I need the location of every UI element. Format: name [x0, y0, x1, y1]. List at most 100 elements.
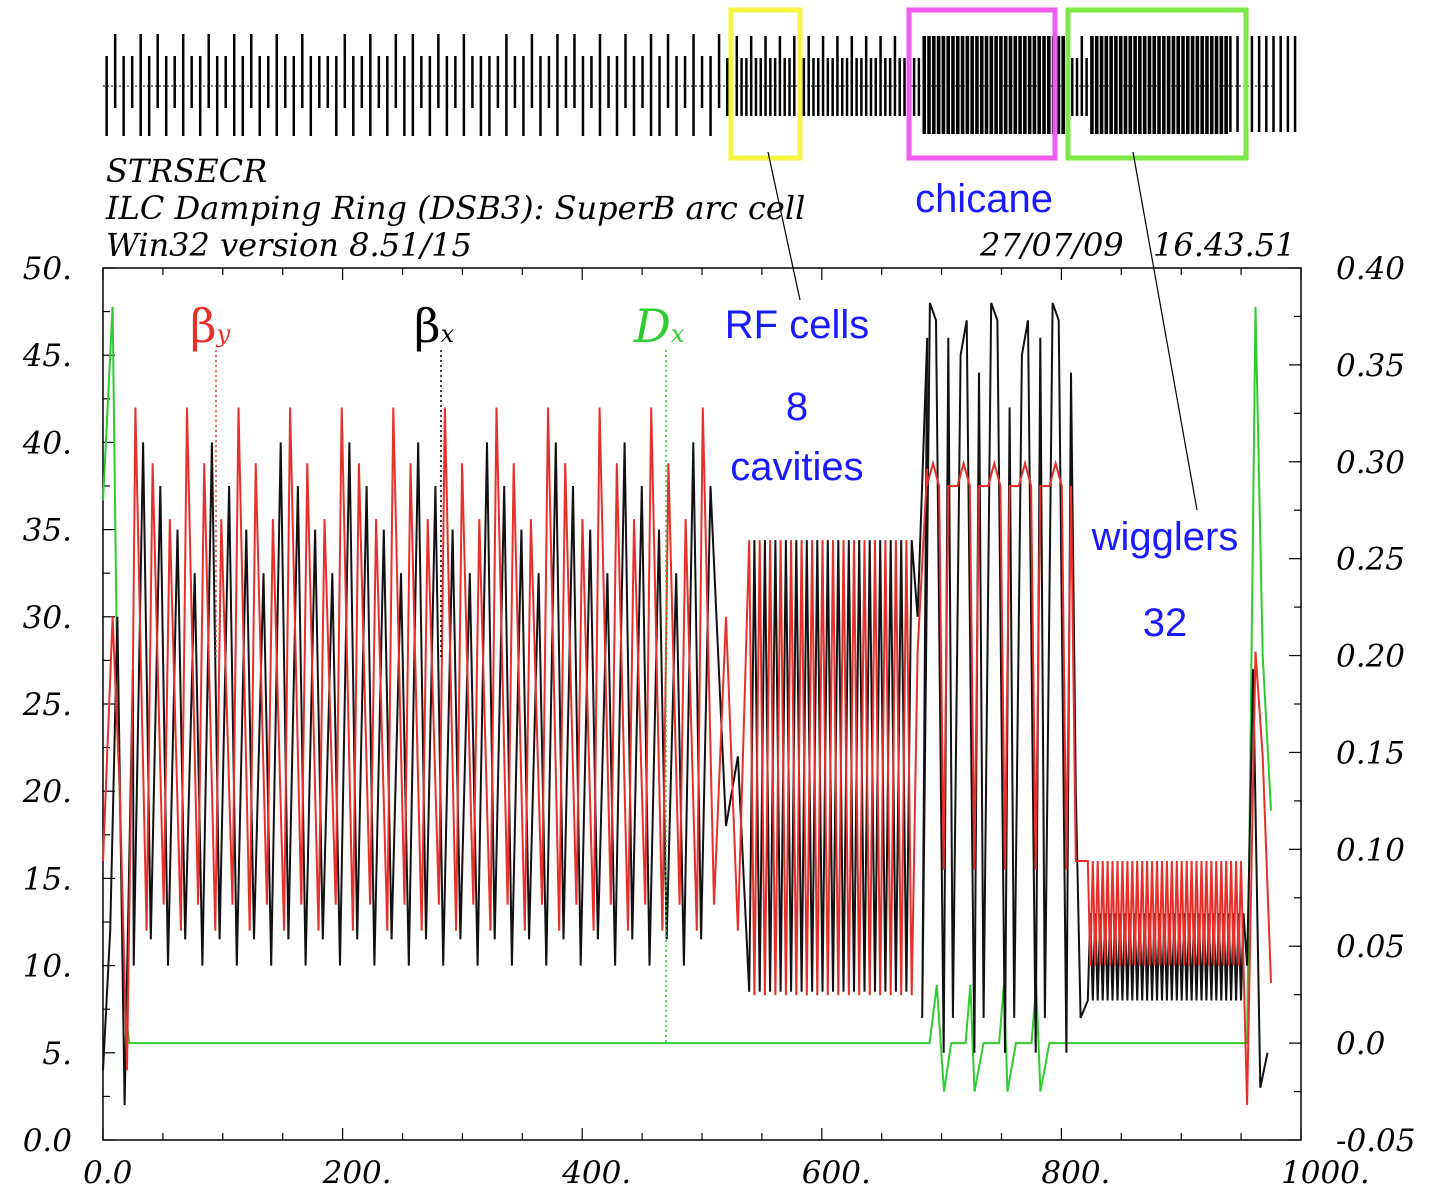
lattice-element — [471, 56, 474, 108]
lattice-element — [556, 34, 559, 136]
lattice-element — [903, 58, 906, 116]
lattice-element — [845, 58, 849, 116]
lattice-element — [826, 58, 830, 116]
lattice-element — [318, 56, 321, 108]
rf-cells-label: RF cells — [725, 303, 869, 347]
lattice-element — [725, 58, 729, 116]
lattice-element — [105, 56, 108, 136]
lattice-element — [522, 56, 525, 136]
lattice-element — [1219, 36, 1224, 134]
lattice-element — [369, 34, 372, 136]
lattice-element — [754, 58, 758, 116]
lattice-element — [607, 56, 610, 108]
lattice-element — [821, 36, 825, 116]
time-text: 16.43.51 — [1153, 226, 1296, 264]
program-name: STRSECR — [106, 152, 267, 190]
lattice-element — [994, 36, 998, 134]
lattice-element — [1142, 36, 1147, 134]
y-left-tick-label: 20. — [22, 774, 72, 810]
lattice-element — [1229, 36, 1232, 132]
lattice-element — [1152, 36, 1157, 134]
lattice-element — [831, 58, 834, 116]
lattice-element — [869, 58, 873, 116]
lattice-element — [147, 56, 151, 136]
lattice-element — [802, 58, 806, 116]
lattice-element — [1123, 36, 1128, 134]
legend-beta-y: βy — [190, 299, 231, 353]
plot-frame — [102, 267, 1302, 1141]
lattice-element — [970, 36, 974, 134]
lattice-element — [1200, 36, 1204, 134]
lattice-element — [1195, 36, 1200, 134]
lattice-element — [1279, 36, 1282, 132]
lattice-element — [999, 36, 1003, 134]
lattice-element — [377, 56, 381, 108]
lattice-element — [927, 36, 931, 134]
y-left-tick-labels: 0.0 5. 10. 15. 20. 25. 30. 35. 40. 45. 50. — [22, 251, 72, 1159]
lattice-element — [874, 58, 878, 116]
version-text: Win32 version 8.51/15 — [106, 226, 472, 264]
lattice-element — [955, 36, 960, 134]
lattice-element — [224, 56, 227, 108]
lattice-element — [539, 56, 542, 136]
lattice-element — [675, 56, 678, 136]
y-left-tick-label: 45. — [22, 338, 72, 374]
lattice-element — [1037, 36, 1042, 134]
plot-area: 0.0 200. 400. 600. 800. 1000. 0.0 5. 10. 15. 20. 2… — [22, 251, 1416, 1191]
lattice-element — [649, 34, 653, 136]
y-right-tick-label: 0.35 — [1336, 348, 1405, 384]
y-right-tick-label: 0.30 — [1336, 445, 1405, 481]
lattice-element — [1166, 36, 1171, 134]
lattice-element — [912, 58, 916, 116]
rf-callout-line — [767, 151, 801, 301]
lattice-element — [850, 36, 854, 116]
lattice-element — [759, 58, 763, 116]
lattice-element — [893, 36, 897, 116]
lattice-element — [1047, 36, 1051, 134]
lattice-element — [1090, 36, 1094, 134]
lattice-element — [1094, 36, 1099, 134]
lattice-element — [951, 36, 955, 134]
lattice-element — [632, 56, 636, 136]
wigglers-highlight-box — [1065, 7, 1249, 161]
lattice-element — [1080, 36, 1084, 116]
lattice-element — [946, 36, 950, 134]
lattice-element — [1157, 36, 1161, 134]
chicane-label: chicane — [915, 177, 1053, 221]
lattice-element — [1236, 36, 1239, 132]
lattice-element — [386, 56, 389, 136]
lattice-element — [1205, 36, 1209, 134]
lattice-element — [700, 56, 704, 108]
lattice-element — [292, 56, 296, 136]
lattice-element — [198, 56, 202, 136]
lattice-element — [817, 58, 820, 116]
lattice-element — [864, 36, 868, 116]
lattice-element — [190, 56, 193, 108]
lattice-element — [979, 36, 984, 134]
y-right-tick-label: 0.25 — [1336, 542, 1405, 578]
lattice-element — [454, 56, 457, 108]
lattice-element — [173, 56, 176, 108]
lattice-element — [1128, 36, 1133, 134]
lattice-element — [615, 56, 619, 136]
x-tick-labels: 0.0 200. 400. 600. 800. 1000. — [83, 1155, 1370, 1191]
lattice-element — [1147, 36, 1152, 134]
lattice-element — [783, 58, 786, 116]
y-right-tick-labels: -0.05 0.0 0.05 0.10 0.15 0.20 0.25 0.30 0.35 0.40 — [1336, 251, 1416, 1159]
lattice-element — [505, 34, 508, 136]
wigglers-count-label: 32 — [1143, 601, 1188, 645]
lattice-element — [764, 36, 767, 116]
lattice-element — [122, 56, 125, 136]
lattice-element — [888, 58, 892, 116]
y-right-tick-label: 0.40 — [1336, 251, 1405, 287]
lattice-element — [1162, 36, 1166, 134]
lattice-element — [1114, 36, 1118, 134]
lattice-element — [1013, 36, 1018, 134]
lattice-element — [411, 34, 415, 136]
lattice-element — [258, 56, 262, 136]
y-left-tick-label: 5. — [42, 1036, 72, 1072]
lattice-element — [301, 34, 304, 108]
date-text: 27/07/09 — [979, 226, 1124, 264]
y-right-tick-label: -0.05 — [1336, 1123, 1416, 1159]
